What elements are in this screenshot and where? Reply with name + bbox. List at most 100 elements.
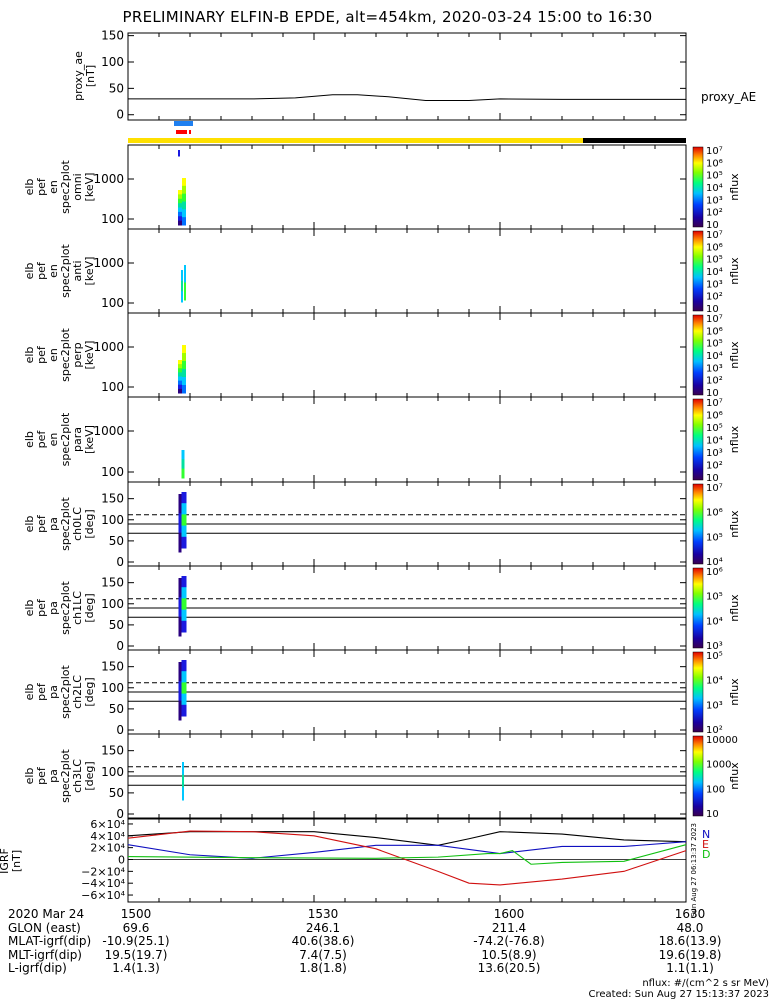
elb_pef_pa_spec2plot_ch0LC-cell — [178, 532, 182, 553]
footer-value: 48.0 — [676, 920, 704, 935]
footer-value: 1.4(1.3) — [112, 961, 160, 976]
elb_pef_pa_spec2plot_ch1LC-ylabel: elb — [23, 600, 36, 617]
elb_pef_en_spec2plot_perp-ylabel: perp — [71, 342, 84, 367]
elb_pef_pa_spec2plot_ch1LC-cell — [181, 598, 187, 611]
elb_pef_pa_spec2plot_ch3LC-ytick-label: 0 — [116, 807, 124, 821]
elb_pef_pa_spec2plot_ch1LC-ylabel: pef — [35, 598, 48, 617]
elb_pef_en_spec2plot_para-colorbar-tick: 10⁶ — [706, 411, 723, 422]
elb_pef_pa_spec2plot_ch1LC-ytick-label: 150 — [101, 576, 124, 590]
elb_pef_pa_spec2plot_ch2LC-cell — [181, 682, 187, 695]
elb_pef_pa_spec2plot_ch2LC-ylabel: pef — [35, 682, 48, 701]
elb_pef_en_spec2plot_perp-ylabel: pef — [35, 345, 48, 364]
footer-label: L-igrf(dip) — [8, 961, 67, 976]
elb_pef_pa_spec2plot_ch1LC-colorbar-label: nflux — [728, 594, 741, 622]
elb_pef_en_spec2plot_perp-cell — [178, 384, 184, 390]
elb_pef_pa_spec2plot_ch0LC-cell — [178, 513, 182, 534]
elb_pef_en_spec2plot_perp-colorbar-tick: 10 — [706, 388, 719, 399]
elb_pef_en_spec2plot_para-ylabel: pef — [35, 430, 48, 449]
elb_pef_en_spec2plot_para-ylabel: elb — [23, 431, 36, 448]
elb_pef_en_spec2plot_omni-ylabel: en — [47, 180, 60, 194]
elb_pef_en_spec2plot_anti-ylabel: anti — [71, 260, 84, 281]
footer-value: 7.4(7.5) — [299, 947, 347, 962]
elb_pef_pa_spec2plot_ch2LC-cell — [178, 700, 182, 721]
elb_pef_en_spec2plot_omni-cell — [178, 207, 184, 213]
igrf-ytick-label: 0 — [118, 854, 125, 867]
elb_pef_en_spec2plot_anti-ylabel: [keV] — [83, 257, 96, 286]
elb_pef_pa_spec2plot_ch1LC-ylabel: ch1LC — [71, 591, 84, 625]
elb_pef_en_spec2plot_perp-colorbar-tick: 10² — [706, 376, 723, 387]
elb_pef_en_spec2plot_anti-ylabel: en — [47, 264, 60, 278]
elb_pef_pa_spec2plot_ch1LC-ytick-label: 0 — [116, 639, 124, 653]
elb_pef_en_spec2plot_para-ylabel: en — [47, 433, 60, 447]
elb_pef_en_spec2plot_omni-cell — [182, 178, 186, 187]
elb_pef_en_spec2plot_omni-ylabel: omni — [71, 173, 84, 200]
elb_pef_en_spec2plot_anti-colorbar-tick: 10⁶ — [706, 242, 723, 253]
elb_pef_en_spec2plot_para-colorbar-tick: 10 — [706, 473, 719, 484]
elb_pef_en_spec2plot_omni-cell — [178, 190, 184, 195]
elb_pef_pa_spec2plot_ch2LC-colorbar-tick: 10² — [706, 725, 723, 736]
science-zone-red-bar — [189, 130, 191, 134]
elb_pef_pa_spec2plot_ch1LC-ylabel: [deg] — [83, 593, 96, 622]
elb_pef_en_spec2plot_perp-cell — [178, 364, 184, 369]
elb_pef_en_spec2plot_omni-ylabel: pef — [35, 177, 48, 196]
footer-value: 1.1(1.1) — [666, 961, 714, 976]
igrf-ytick-label: −4×10⁴ — [81, 877, 125, 890]
elb_pef_pa_spec2plot_ch3LC-ylabel: pef — [35, 766, 48, 785]
proxy-ae-ytick-label: 50 — [109, 81, 124, 95]
footer-value: 1630 — [674, 907, 706, 921]
elb_pef_en_spec2plot_perp-frame — [127, 312, 687, 398]
elb_pef_pa_spec2plot_ch2LC-ylabel: ch2LC — [71, 675, 84, 709]
elb_pef_en_spec2plot_perp-colorbar-tick: 10⁵ — [706, 339, 723, 350]
elb_pef_pa_spec2plot_ch1LC-colorbar — [692, 567, 704, 649]
elb_pef_en_spec2plot_omni-ytick-label: 1000 — [93, 172, 124, 186]
elb_pef_en_spec2plot_para-colorbar-tick: 10² — [706, 461, 723, 472]
elb_pef_en_spec2plot_para-ytick-label: 100 — [101, 465, 124, 479]
elb_pef_pa_spec2plot_ch3LC-ylabel: elb — [23, 768, 36, 785]
elb_pef_en_spec2plot_para-colorbar — [692, 398, 704, 481]
elb_pef_pa_spec2plot_ch0LC-cell — [181, 492, 187, 504]
figure-title: PRELIMINARY ELFIN-B EPDE, alt=454km, 202… — [122, 8, 653, 26]
elb_pef_pa_spec2plot_ch3LC-ylabel: ch3LC — [71, 759, 84, 793]
elb_pef_pa_spec2plot_ch0LC-ylabel: pa — [47, 517, 60, 531]
elb_pef_pa_spec2plot_ch3LC-cell — [182, 787, 184, 801]
elb_pef_pa_spec2plot_ch0LC-cell — [181, 525, 187, 538]
igrf-legend-N: N — [702, 828, 710, 841]
igrf-legend-E: E — [702, 838, 709, 851]
elb_pef_pa_spec2plot_ch1LC-ytick-label: 100 — [101, 597, 124, 611]
elb_pef_en_spec2plot_para-colorbar-label: nflux — [728, 425, 741, 453]
elb_pef_en_spec2plot_anti-colorbar-label: nflux — [728, 257, 741, 285]
elb_pef_en_spec2plot_omni-cell — [178, 220, 184, 226]
elb_pef_pa_spec2plot_ch1LC-cell — [181, 609, 187, 622]
igrf-blue-line — [127, 841, 687, 859]
elb_pef_en_spec2plot_anti-ylabel: spec2plot — [59, 244, 72, 298]
elb_pef_en_spec2plot_omni-ylabel: [keV] — [83, 173, 96, 202]
elb_pef_pa_spec2plot_ch2LC-colorbar-tick: 10³ — [706, 700, 723, 711]
elb_pef_en_spec2plot_para-cell — [181, 459, 185, 470]
elb_pef_pa_spec2plot_ch0LC-ytick-label: 150 — [101, 492, 124, 506]
elb_pef_en_spec2plot_omni-frame — [127, 144, 687, 230]
elb_pef_en_spec2plot_omni-colorbar-tick: 10 — [706, 220, 719, 231]
elb_pef_pa_spec2plot_ch2LC-ylabel: pa — [47, 685, 60, 699]
elb_pef_pa_spec2plot_ch3LC-colorbar-tick: 10 — [706, 809, 719, 820]
footer-value: 69.6 — [122, 920, 150, 935]
elb_pef_pa_spec2plot_ch3LC-colorbar-label: nflux — [728, 762, 741, 790]
elb_pef_pa_spec2plot_ch0LC-cell — [181, 514, 187, 527]
elb_pef_en_spec2plot_omni-ytick-label: 100 — [101, 212, 124, 226]
elb_pef_en_spec2plot_para-cell — [181, 468, 185, 479]
elb_pef_en_spec2plot_omni-cell — [178, 194, 184, 200]
elb_pef_pa_spec2plot_ch1LC-cell — [178, 597, 182, 618]
elb_pef_pa_spec2plot_ch1LC-ytick-label: 50 — [109, 618, 124, 632]
elb_pef_en_spec2plot_omni-cell — [182, 201, 186, 210]
footer-value: 40.6(38.6) — [291, 934, 355, 949]
elb_pef_en_spec2plot_omni-cell — [178, 211, 184, 217]
igrf-ylabel: [nT] — [10, 850, 23, 872]
elb_pef_en_spec2plot_omni-colorbar-tick: 10⁶ — [706, 158, 723, 169]
elb_pef_pa_spec2plot_ch1LC-colorbar-tick: 10⁵ — [706, 592, 723, 603]
igrf-ytick-label: 2×10⁴ — [90, 842, 125, 855]
elb_pef_pa_spec2plot_ch3LC-colorbar-tick: 1000 — [706, 760, 731, 771]
elb_pef_en_spec2plot_omni-cell — [182, 209, 186, 218]
elb_pef_pa_spec2plot_ch1LC-ylabel: spec2plot — [59, 581, 72, 635]
elb_pef_en_spec2plot_omni-cell — [178, 150, 180, 157]
elb_pef_pa_spec2plot_ch0LC-ytick-label: 50 — [109, 534, 124, 548]
elb_pef_en_spec2plot_omni-cell — [178, 198, 184, 204]
